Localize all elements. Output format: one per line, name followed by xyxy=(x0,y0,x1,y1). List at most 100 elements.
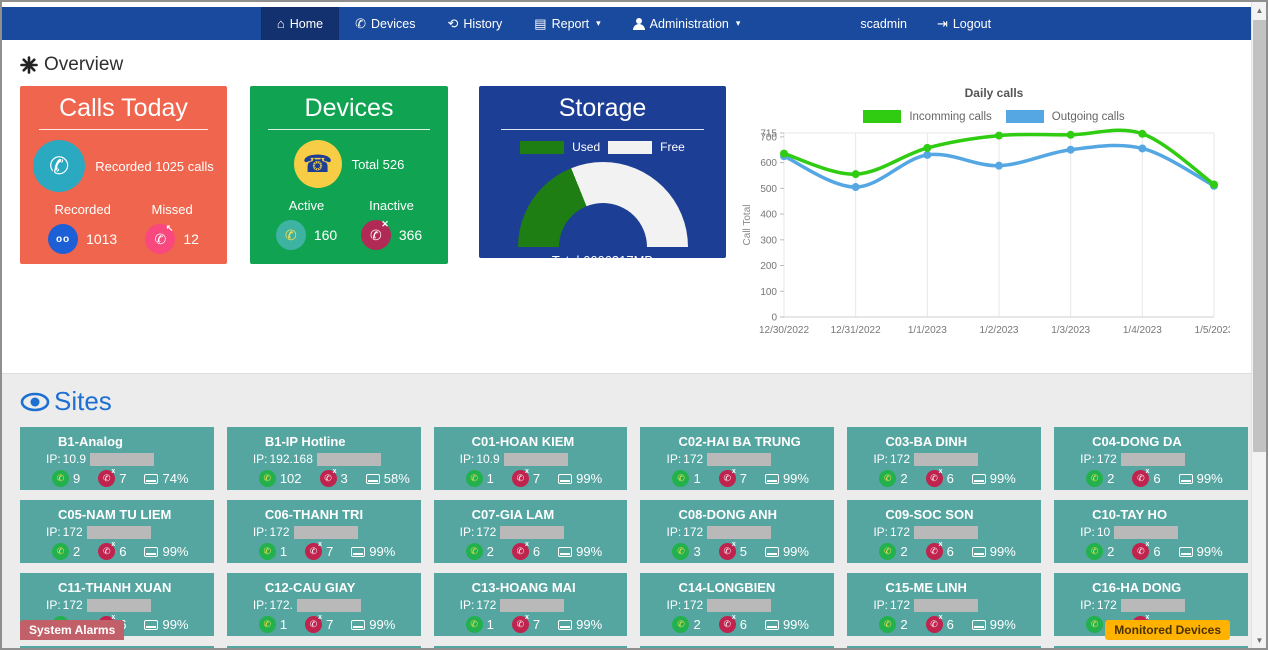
site-card[interactable]: C12-CAU GIAY IP: 172. ✆ 1 ✆ x 7 99% xyxy=(226,573,421,636)
missed-phone-icon: ✆x xyxy=(305,541,323,560)
site-card[interactable]: C02-HAI BA TRUNG IP: 172 ✆ 1 ✆ x 7 99% xyxy=(640,427,835,490)
site-name: C08-DONG ANH xyxy=(678,507,777,522)
site-name: C01-HOAN KIEM xyxy=(471,434,575,449)
site-card[interactable]: B1-IP Hotline IP: 192.168 ✆ 102 ✆ x 3 58% xyxy=(226,427,421,490)
incoming-phone-icon: ✆ xyxy=(258,543,276,560)
site-ip: IP: 172 xyxy=(1064,452,1238,466)
system-alarms-tab[interactable]: System Alarms xyxy=(20,620,125,640)
sites-title: Sites xyxy=(54,386,112,416)
chevron-down-icon: ▾ xyxy=(596,18,601,28)
site-ip: IP: 172 xyxy=(650,525,824,539)
missed-phone-icon: ✆x xyxy=(319,468,337,487)
missed-phone-icon: ✆x xyxy=(925,468,943,487)
site-incoming-stat: ✆ 2 xyxy=(465,543,494,560)
nav-item-devices[interactable]: ✆ Devices xyxy=(339,7,431,40)
site-card[interactable]: C13-HOANG MAI IP: 172 ✆ 1 ✆ x 7 99% xyxy=(433,573,628,636)
site-card[interactable]: C10-TAY HO IP: 10 ✆ 2 ✆ x 6 99% xyxy=(1054,500,1248,563)
site-card[interactable]: C20-THUONG TIN IP: ✆ ✆x xyxy=(640,646,835,648)
disk-icon xyxy=(971,546,986,557)
site-card[interactable]: C01-HOAN KIEM IP: 10.9 ✆ 1 ✆ x 7 99% xyxy=(433,427,628,490)
svg-text:0: 0 xyxy=(771,313,777,324)
site-incoming-stat: ✆ 1 xyxy=(465,616,494,633)
site-ip: IP: 172 xyxy=(444,598,618,612)
svg-text:12/30/2022: 12/30/2022 xyxy=(759,325,809,336)
site-missed-stat: ✆x 6 xyxy=(98,541,126,560)
site-card[interactable]: C09-SOC SON IP: 172 ✆ 2 ✆ x 6 99% xyxy=(847,500,1042,563)
nav-item-label: Report xyxy=(551,16,590,31)
site-card[interactable]: C05-NAM TU LIEM IP: 172 ✆ 2 ✆ x 6 99% xyxy=(20,500,214,563)
incoming-phone-icon: ✆ xyxy=(258,616,276,633)
site-disk-stat: 99% xyxy=(558,617,602,632)
site-disk-stat: 99% xyxy=(558,544,602,559)
person-icon xyxy=(632,17,645,30)
calls-today-card: Calls Today ✆ Recorded 1025 calls Record… xyxy=(20,86,227,264)
monitored-devices-tab[interactable]: Monitored Devices xyxy=(1105,620,1230,640)
site-ip: IP: 172 xyxy=(444,525,618,539)
daily-calls-chart: Daily calls Incomming calls Outgoing cal… xyxy=(740,86,1248,348)
site-card[interactable]: C21-BA VI IP: ✆ ✆x xyxy=(847,646,1042,648)
missed-phone-icon: ✆x xyxy=(98,541,116,560)
site-card[interactable]: C18-CHUONG MY IP: ✆ ✆x xyxy=(226,646,421,648)
missed-phone-icon: ✆x xyxy=(925,614,943,633)
site-card[interactable]: C14-LONGBIEN IP: 172 ✆ 2 ✆ x 6 99% xyxy=(640,573,835,636)
site-missed-stat: ✆ x 7 xyxy=(305,541,333,560)
active-value: 160 xyxy=(313,227,338,243)
devices-title: Devices xyxy=(304,94,394,122)
site-incoming-stat: ✆ 102 xyxy=(258,470,302,487)
ip-redaction xyxy=(293,525,358,539)
inactive-phone-icon: ✆ ✕ xyxy=(360,219,391,250)
scroll-down-arrow[interactable]: ▼ xyxy=(1255,635,1264,645)
storage-gauge xyxy=(517,162,688,247)
site-disk-stat: 99% xyxy=(764,617,809,632)
svg-text:1/1/2023: 1/1/2023 xyxy=(908,325,947,336)
ip-redaction xyxy=(86,598,151,612)
chevron-down-icon: ▾ xyxy=(735,18,741,28)
site-incoming-stat: ✆ 1 xyxy=(258,543,287,560)
overview-heading: Overview xyxy=(20,54,1248,76)
site-name: B1-Analog xyxy=(58,434,123,449)
site-missed-stat: ✆x 6 xyxy=(925,541,954,560)
missed-phone-icon: ✆x xyxy=(718,614,736,633)
site-name: B1-IP Hotline xyxy=(264,434,346,449)
incoming-phone-icon: ✆ xyxy=(1086,543,1104,560)
vertical-scrollbar[interactable]: ▲ ▼ xyxy=(1251,2,1266,648)
active-label: Active xyxy=(288,198,325,213)
site-card[interactable]: C06-THANH TRI IP: 172 ✆ 1 ✆ x 7 99% xyxy=(226,500,421,563)
site-missed-stat: ✆x 6 xyxy=(925,468,954,487)
site-card[interactable]: C19-THACH THAT IP: ✆ ✆x xyxy=(433,646,628,648)
site-card[interactable]: C07-GIA LAM IP: 172 ✆ 2 ✆ x 6 99% xyxy=(433,500,628,563)
incoming-phone-icon: ✆ xyxy=(672,616,690,633)
site-ip: IP: 172 xyxy=(1064,598,1238,612)
nav-item-history[interactable]: ⟲ History xyxy=(431,7,518,40)
site-card[interactable]: B1-Analog IP: 10.9 ✆ 9 ✆ x 7 74% xyxy=(20,427,214,490)
nav-item-home[interactable]: ⌂ Home xyxy=(260,7,340,40)
site-card[interactable]: C17-SON TAY IP: ✆ ✆x xyxy=(20,646,214,648)
incoming-phone-icon: ✆ xyxy=(1086,470,1104,487)
site-card[interactable]: C08-DONG ANH IP: 172 ✆ 3 ✆ x 5 99% xyxy=(640,500,835,563)
site-disk-stat: 99% xyxy=(764,471,809,486)
scroll-up-arrow[interactable]: ▲ xyxy=(1255,5,1264,15)
site-missed-stat: ✆ x 7 xyxy=(305,614,333,633)
site-name: C13-HOANG MAI xyxy=(471,580,576,595)
logout-button[interactable]: ⇥ Logout xyxy=(921,7,1007,40)
scrollbar-thumb[interactable] xyxy=(1253,20,1266,452)
nav-item-report[interactable]: ▤ Report ▾ xyxy=(518,7,616,40)
missed-value: 12 xyxy=(183,231,199,247)
site-card[interactable]: C03-BA DINH IP: 172 ✆ 2 ✆ x 6 99% xyxy=(847,427,1042,490)
site-card[interactable]: C04-DONG DA IP: 172 ✆ 2 ✆ x 6 99% xyxy=(1054,427,1248,490)
site-ip: IP: 10.9 xyxy=(444,452,618,466)
logout-label: Logout xyxy=(952,16,992,31)
legend-incoming[interactable]: Incomming calls xyxy=(863,110,992,123)
site-card[interactable]: C15-ME LINH IP: 172 ✆ 2 ✆ x 6 99% xyxy=(847,573,1042,636)
ip-redaction xyxy=(503,452,568,466)
nav-item-label: Home xyxy=(289,16,324,31)
legend-outgoing[interactable]: Outgoing calls xyxy=(1005,110,1125,123)
missed-phone-icon: ✆x xyxy=(718,468,736,487)
site-card[interactable]: C22-DAN IP: ✆ ✆x xyxy=(1054,646,1248,648)
site-ip: IP: 172 xyxy=(857,598,1031,612)
site-missed-stat: ✆ x 5 xyxy=(718,541,747,560)
nav-item-label: Devices xyxy=(371,16,416,31)
site-name: C16-HA DONG xyxy=(1092,580,1182,595)
nav-item-administration[interactable]: Administration ▾ xyxy=(617,7,757,40)
site-disk-stat: 99% xyxy=(1178,544,1223,559)
